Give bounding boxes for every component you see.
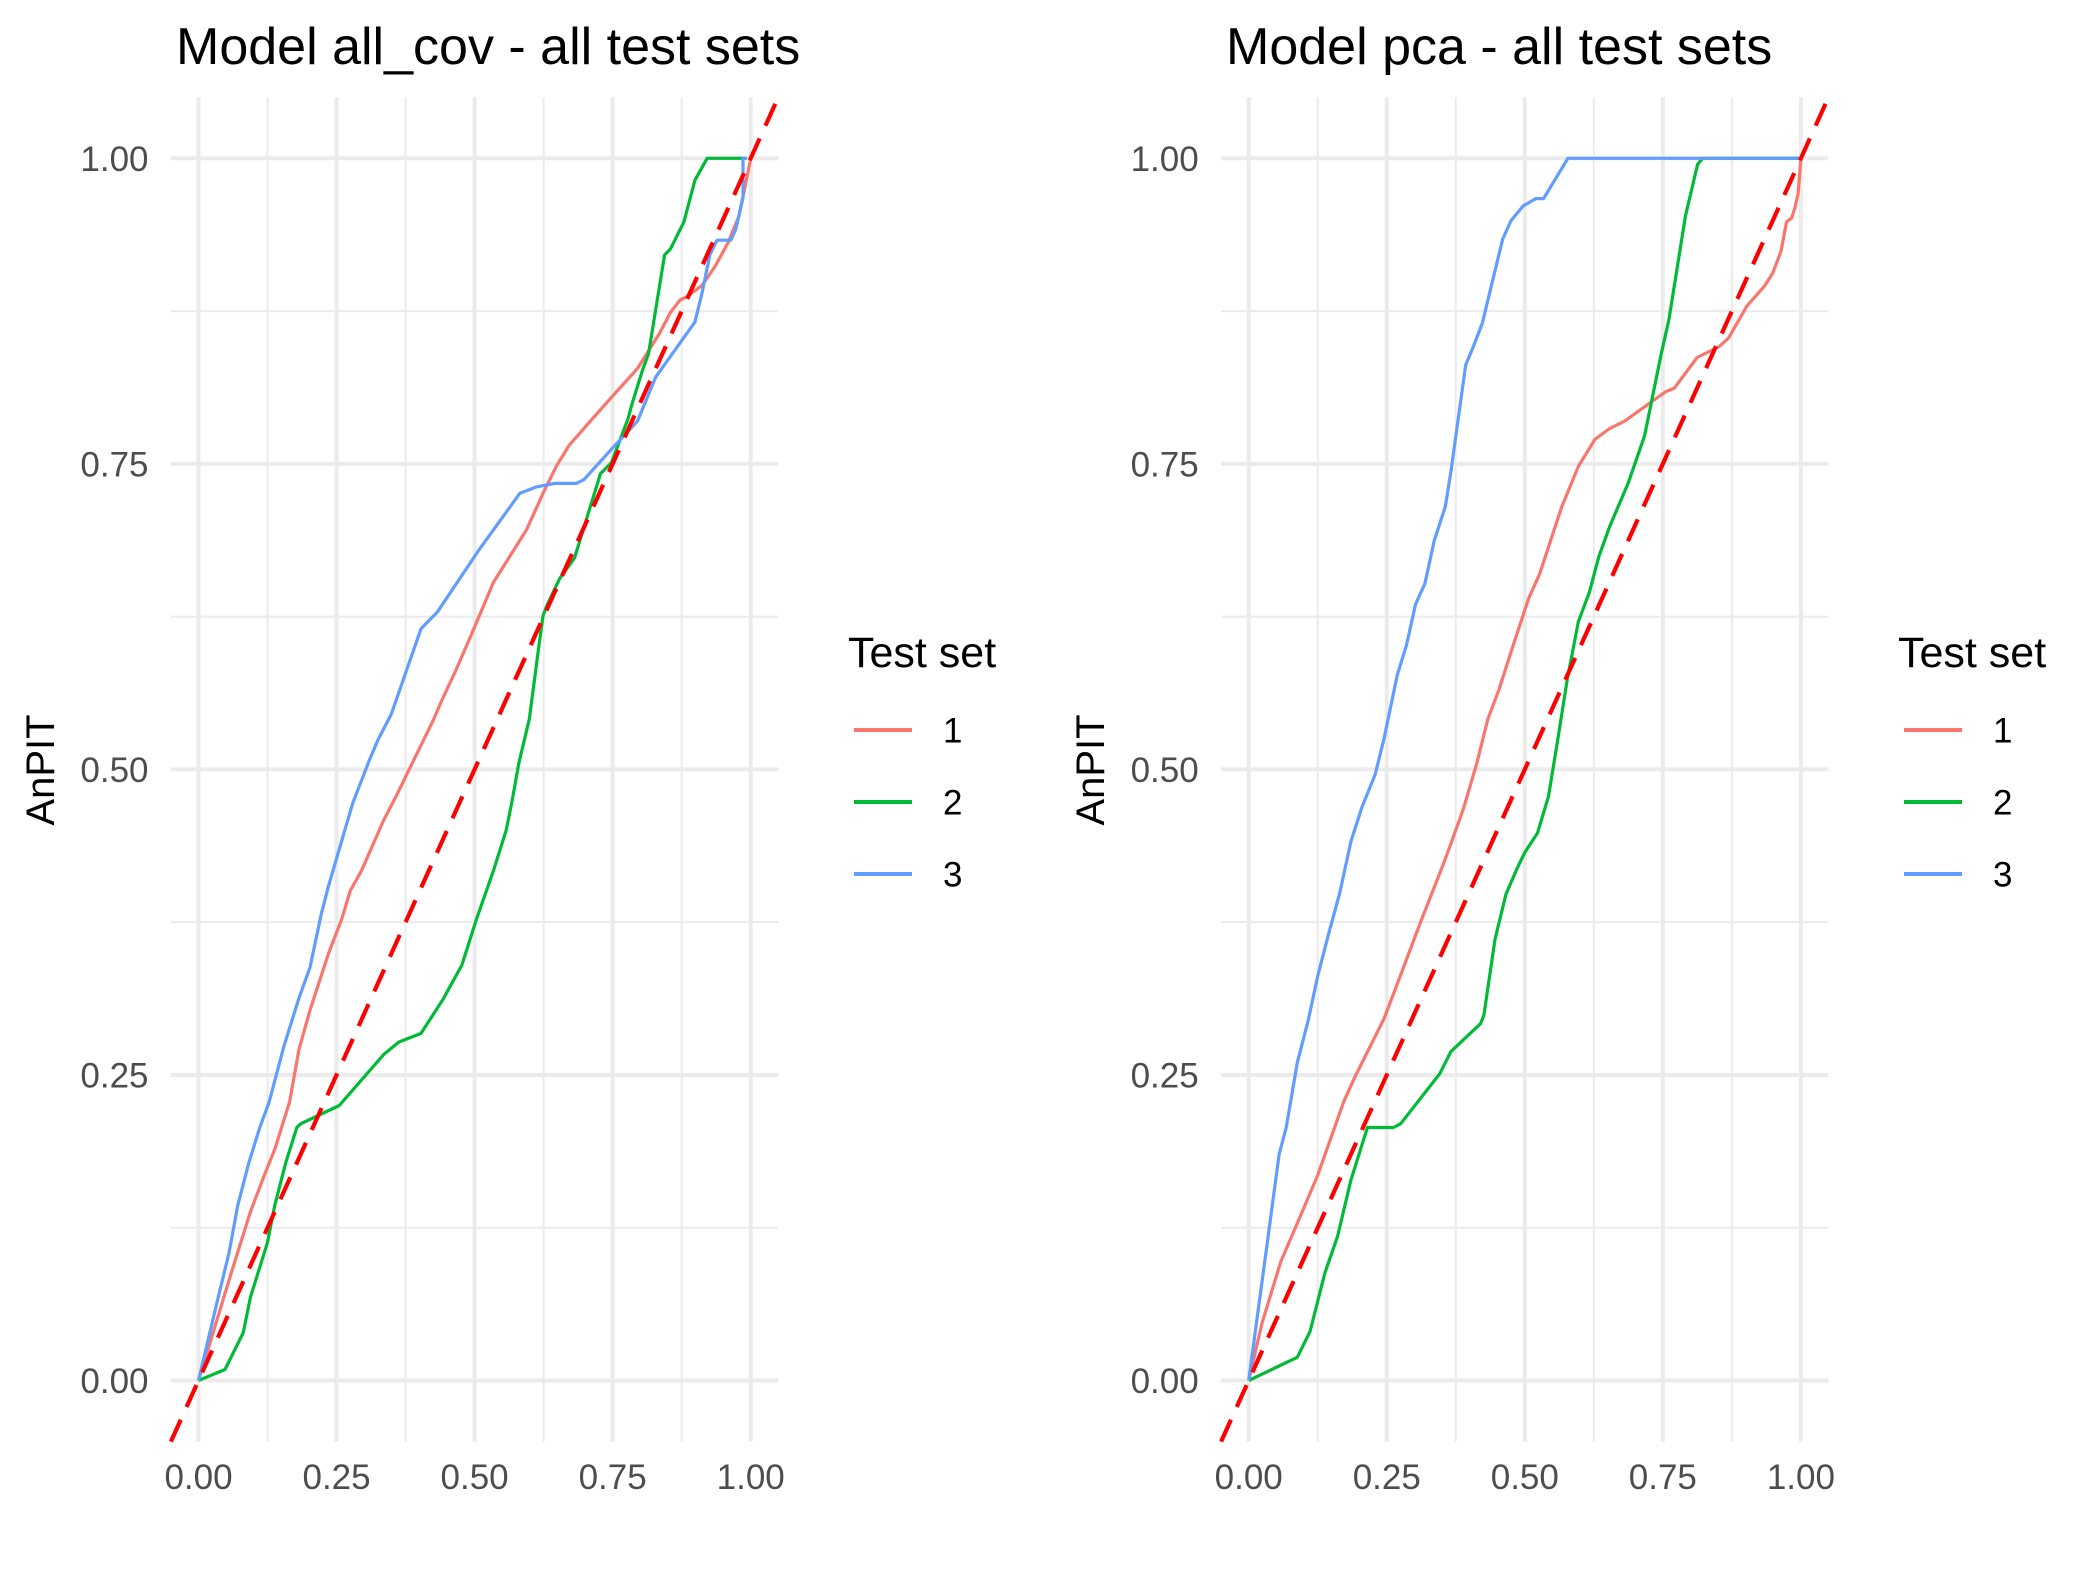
y-tick-label: 0.50: [1131, 751, 1199, 790]
legend-title: Test set: [1898, 629, 2046, 677]
legend-item-test-set-2: 2: [1904, 784, 2012, 823]
plot-title: Model all_cov - all test sets: [176, 18, 800, 76]
y-tick-label: 0.75: [1131, 445, 1199, 484]
y-tick-label: 0.25: [80, 1056, 148, 1095]
x-tick-label: 0.50: [441, 1458, 509, 1497]
x-tick-label: 1.00: [717, 1458, 785, 1497]
legend-title: Test set: [848, 629, 996, 677]
plot-title: Model pca - all test sets: [1226, 18, 1772, 76]
y-tick-labels: 0.00 0.25 0.50 0.75 1.00: [80, 140, 148, 1401]
y-tick-label: 0.00: [1131, 1362, 1199, 1401]
x-tick-label: 0.50: [1491, 1458, 1559, 1497]
reference-line-dashed: [168, 96, 781, 1443]
legend-label: 1: [943, 712, 962, 751]
y-tick-label: 0.50: [80, 751, 148, 790]
x-tick-label: 0.75: [579, 1458, 647, 1497]
y-axis-title: AnPIT: [1069, 714, 1113, 825]
x-tick-label: 0.25: [1353, 1458, 1421, 1497]
x-tick-label: 1.00: [1767, 1458, 1835, 1497]
x-tick-labels: 0.00 0.25 0.50 0.75 1.00: [164, 1458, 784, 1497]
series-lines: [168, 96, 781, 1443]
legend-label: 3: [1993, 856, 2012, 895]
y-tick-label: 0.25: [1131, 1056, 1199, 1095]
series-line-test-set-2: [1248, 156, 1801, 1382]
legend-label: 2: [943, 784, 962, 823]
legend-label: 1: [1993, 712, 2012, 751]
series-line-test-set-3: [196, 156, 747, 1381]
series-line-test-set-2: [197, 156, 747, 1382]
series-line-test-set-1: [1247, 158, 1803, 1381]
y-tick-labels: 0.00 0.25 0.50 0.75 1.00: [1131, 140, 1199, 1401]
x-tick-label: 0.00: [164, 1458, 232, 1497]
plot-panel-pca: Model pca - all test sets AnPIT 0.00 0.25…: [1069, 18, 2046, 1497]
legend-item-test-set-1: 1: [1904, 712, 2012, 751]
y-tick-label: 1.00: [80, 140, 148, 179]
legend: Test set 1 2 3: [1898, 629, 2046, 895]
series-line-test-set-3: [1247, 156, 1801, 1381]
x-tick-labels: 0.00 0.25 0.50 0.75 1.00: [1215, 1458, 1835, 1497]
legend-item-test-set-1: 1: [854, 712, 962, 751]
y-tick-label: 0.00: [80, 1362, 148, 1401]
x-tick-label: 0.75: [1629, 1458, 1697, 1497]
plot-panel-all-cov: Model all_cov - all test sets AnPIT 0.00…: [19, 18, 996, 1497]
x-tick-label: 0.00: [1215, 1458, 1283, 1497]
y-tick-label: 0.75: [80, 445, 148, 484]
y-axis-title: AnPIT: [19, 714, 63, 825]
x-tick-label: 0.25: [302, 1458, 370, 1497]
legend: Test set 1 2 3: [848, 629, 996, 895]
y-tick-label: 1.00: [1131, 140, 1199, 179]
legend-item-test-set-3: 3: [854, 856, 962, 895]
legend-item-test-set-3: 3: [1904, 856, 2012, 895]
legend-item-test-set-2: 2: [854, 784, 962, 823]
legend-label: 3: [943, 856, 962, 895]
series-lines: [1219, 96, 1831, 1443]
reference-line-dashed: [1219, 96, 1831, 1443]
legend-label: 2: [1993, 784, 2012, 823]
